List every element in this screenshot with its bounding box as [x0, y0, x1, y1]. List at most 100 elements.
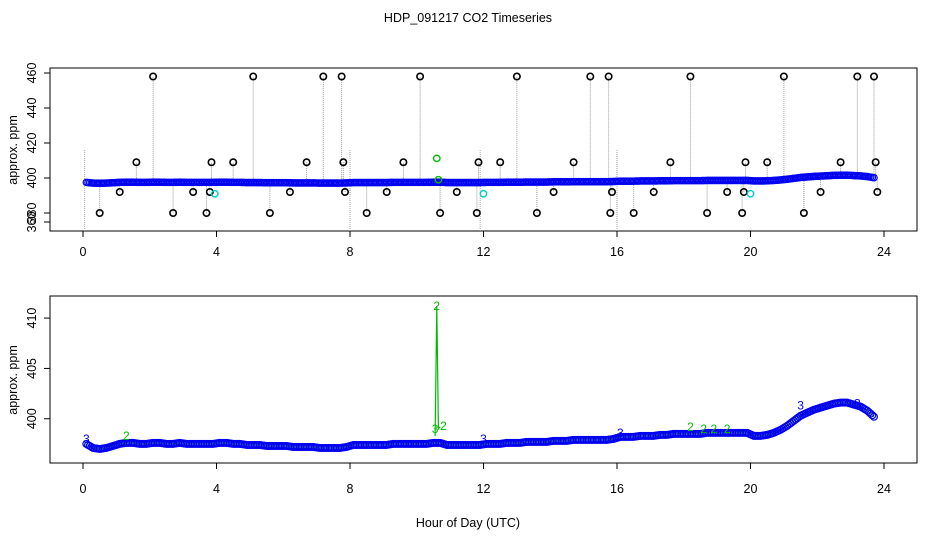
bottom-x-tick-label: 12 [477, 482, 491, 496]
bottom-x-tick-label: 20 [744, 482, 758, 496]
top-x-tick-label: 0 [80, 245, 87, 259]
top-cyan-point [746, 189, 755, 198]
top-y-tick-label: 380 [25, 203, 39, 224]
top-outlier-point [205, 188, 214, 197]
top-outlier-point [229, 158, 238, 167]
bottom-baseline-point-fill [868, 411, 877, 420]
top-outlier-point [265, 209, 274, 218]
bottom-annotation-label: 3 [854, 397, 861, 411]
top-outlier-point [339, 158, 348, 167]
bottom-annotation-label: 3 [83, 432, 90, 446]
bottom-x-tick-label: 8 [347, 482, 354, 496]
top-outlier-point [452, 188, 461, 197]
top-outlier-point [207, 158, 216, 167]
top-flagged-point [434, 175, 443, 184]
top-outlier-point [416, 72, 425, 81]
top-outlier-point [741, 158, 750, 167]
top-x-tick-label: 16 [610, 245, 624, 259]
top-baseline-point [870, 173, 878, 182]
top-outlier-point [873, 188, 882, 197]
top-outlier-point [549, 188, 558, 197]
top-outlier-point [569, 158, 578, 167]
top-outlier-point [586, 72, 595, 81]
top-outlier-point [399, 158, 408, 167]
top-outlier-point [606, 209, 615, 218]
top-outlier-point [169, 209, 178, 218]
top-y-axis-label: approx. ppm [6, 115, 20, 184]
top-flagged-point [432, 154, 441, 163]
bottom-baseline-point [869, 412, 878, 421]
bottom-annotation-label: 2 [710, 422, 717, 436]
top-outlier-point [703, 209, 712, 218]
bottom-annotation-label: 2 [433, 299, 440, 313]
top-outlier-point [666, 158, 675, 167]
bottom-x-tick-label: 24 [877, 482, 891, 496]
top-outlier-point [629, 209, 638, 218]
top-plot-frame [49, 67, 918, 232]
top-outlier-point [436, 209, 445, 218]
top-outlier-point [779, 72, 788, 81]
bottom-annotation-label: 3 [617, 426, 624, 440]
top-outlier-point [95, 209, 104, 218]
top-outlier-point [189, 188, 198, 197]
top-outlier-point [285, 188, 294, 197]
bottom-annotation-label: 2 [123, 429, 130, 443]
top-x-tick-label: 20 [744, 245, 758, 259]
x-axis-label: Hour of Day (UTC) [416, 516, 520, 530]
top-outlier-point [763, 158, 772, 167]
bottom-x-tick-label: 0 [80, 482, 87, 496]
top-outlier-point [149, 72, 158, 81]
bottom-annotation-label: 2 [687, 420, 694, 434]
bottom-y-tick-label: 410 [25, 308, 39, 329]
top-outlier-point [340, 188, 349, 197]
top-outlier-point [816, 188, 825, 197]
top-x-tick-label: 24 [877, 245, 891, 259]
top-x-tick-label: 8 [347, 245, 354, 259]
top-outlier-point [337, 72, 346, 81]
top-x-tick-label: 4 [213, 245, 220, 259]
bottom-y-tick-label: 405 [25, 358, 39, 379]
chart-title: HDP_091217 CO2 Timeseries [384, 11, 552, 25]
top-x-tick-label: 12 [477, 245, 491, 259]
top-outlier-point [474, 158, 483, 167]
top-cyan-point [479, 189, 488, 198]
top-outlier-point [607, 188, 616, 197]
bottom-y-tick-label: 400 [25, 408, 39, 429]
top-outlier-point [382, 188, 391, 197]
bottom-annotation-label: 3 [432, 422, 439, 436]
top-outlier-point [302, 158, 311, 167]
top-outlier-point [853, 72, 862, 81]
top-outlier-point [871, 158, 880, 167]
bottom-annotation-label: 3 [797, 399, 804, 413]
top-y-tick-label: 400 [25, 168, 39, 189]
top-outlier-point [512, 72, 521, 81]
top-y-tick-label: 420 [25, 133, 39, 154]
top-outlier-point [115, 188, 124, 197]
top-outlier-point [249, 72, 258, 81]
bottom-annotation-label: 3 [480, 432, 487, 446]
bottom-spike-line [434, 305, 441, 436]
bottom-x-tick-label: 4 [213, 482, 220, 496]
top-outlier-point [649, 188, 658, 197]
top-y-tick-label: 460 [25, 63, 39, 84]
top-outlier-point [799, 209, 808, 218]
top-outlier-point [319, 72, 328, 81]
top-outlier-point [362, 209, 371, 218]
top-outlier-point [723, 188, 732, 197]
top-outlier-point [836, 158, 845, 167]
top-outlier-point [496, 158, 505, 167]
top-outlier-point [132, 158, 141, 167]
top-outlier-point [738, 209, 747, 218]
top-outlier-point [472, 209, 481, 218]
top-outlier-point [686, 72, 695, 81]
top-outlier-point [202, 209, 211, 218]
top-outlier-point [869, 72, 878, 81]
top-outlier-point [532, 209, 541, 218]
bottom-x-tick-label: 16 [610, 482, 624, 496]
bottom-y-axis-label: approx. ppm [6, 345, 20, 414]
bottom-annotation-label: 2 [700, 422, 707, 436]
top-y-tick-label: 360 [25, 212, 39, 233]
